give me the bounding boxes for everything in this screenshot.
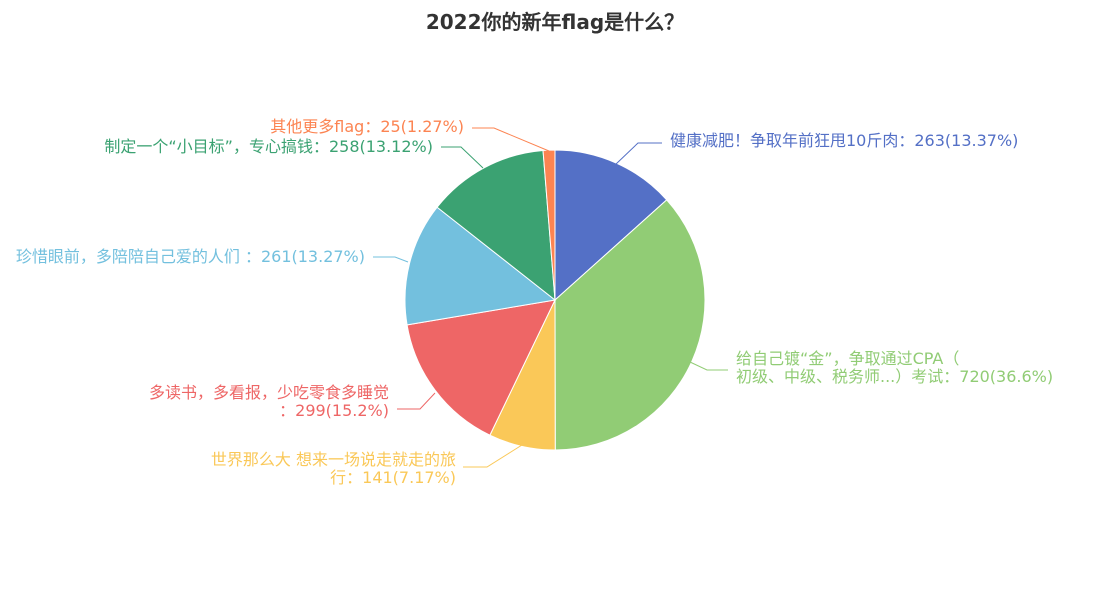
slice-label-1: 给自己镀“金”，争取通过CPA（初级、中级、税务师...）考试：720(36.6… — [689, 349, 1053, 386]
label-text: 其他更多flag：25(1.27%) — [270, 117, 464, 136]
slice-label-5: 制定一个“小目标”，专心搞钱：258(13.12%) — [104, 137, 484, 169]
pie-slice-0[interactable] — [554, 149, 668, 302]
label-text: 多读书，多看报，少吃零食多睡觉：299(15.2%) — [149, 383, 389, 420]
label-text: 制定一个“小目标”，专心搞钱：258(13.12%) — [104, 137, 433, 156]
pie-slice-5[interactable] — [436, 149, 556, 302]
leader-line — [373, 256, 409, 263]
slice-label-3: 多读书，多看报，少吃零食多睡觉：299(15.2%) — [149, 383, 436, 420]
leader-line — [441, 146, 484, 169]
pie-slices — [404, 149, 706, 451]
pie-slice-6[interactable] — [542, 149, 556, 301]
pie-slice-4[interactable] — [404, 206, 557, 326]
label-text: 世界那么大 想来一场说走就走的旅行：141(7.17%) — [211, 450, 456, 487]
leader-line — [614, 142, 662, 166]
leader-line — [689, 361, 728, 371]
label-text: 健康减肥！争取年前狂甩10斤肉：263(13.37%) — [670, 131, 1018, 150]
slice-label-6: 其他更多flag：25(1.27%) — [270, 117, 550, 152]
label-text: 珍惜眼前，多陪陪自己爱的人们 ：261(13.27%) — [16, 247, 365, 266]
leader-line — [472, 127, 550, 152]
chart-title: 2022你的新年flag是什么？ — [425, 10, 685, 34]
label-text: 给自己镀“金”，争取通过CPA（初级、中级、税务师...）考试：720(36.6… — [736, 349, 1053, 386]
slice-label-4: 珍惜眼前，多陪陪自己爱的人们 ：261(13.27%) — [16, 247, 409, 266]
slice-label-0: 健康减肥！争取年前狂甩10斤肉：263(13.37%) — [614, 131, 1018, 166]
slice-label-2: 世界那么大 想来一场说走就走的旅行：141(7.17%) — [211, 444, 523, 487]
leader-line — [463, 444, 523, 468]
pie-slice-1[interactable] — [554, 199, 706, 451]
pie-slice-3[interactable] — [406, 299, 556, 436]
leader-line — [397, 392, 436, 410]
